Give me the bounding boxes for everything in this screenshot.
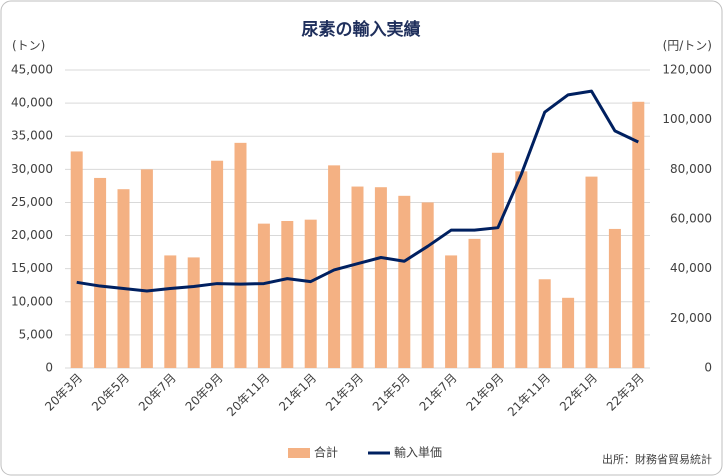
- bar: [234, 142, 247, 368]
- y2-tick-label: 80,000: [670, 162, 712, 176]
- bar: [421, 202, 434, 368]
- bar: [70, 151, 83, 368]
- bar: [351, 186, 364, 368]
- bar: [94, 177, 107, 368]
- y-tick-label: 25,000: [11, 195, 53, 209]
- y2-tick-label: 120,000: [662, 63, 712, 77]
- y-tick-label: 20,000: [11, 228, 53, 242]
- bar: [140, 169, 153, 368]
- y-tick-label: 40,000: [11, 96, 53, 110]
- y2-tick-label: 100,000: [662, 112, 712, 126]
- bar: [257, 223, 270, 368]
- bar: [281, 220, 294, 368]
- y-tick-label: 15,000: [11, 261, 53, 275]
- bar: [491, 152, 504, 368]
- y-axis-label: (トン): [12, 39, 45, 53]
- y-tick-label: 10,000: [11, 294, 53, 308]
- bar: [374, 187, 387, 368]
- bar: [468, 238, 481, 368]
- bar: [304, 219, 317, 368]
- bar: [117, 189, 130, 368]
- legend-label: 輸入単価: [394, 445, 442, 460]
- y-tick-label: 35,000: [11, 129, 53, 143]
- source-note: 出所：財務省貿易統計: [602, 452, 712, 466]
- bar: [398, 195, 411, 368]
- bar: [187, 257, 200, 368]
- y2-tick-label: 20,000: [670, 311, 712, 325]
- bar: [211, 160, 224, 368]
- y-tick-label: 30,000: [11, 162, 53, 176]
- bar: [562, 297, 575, 368]
- legend-label: 合計: [314, 445, 338, 460]
- y2-tick-label: 0: [704, 361, 712, 375]
- y-tick-label: 5,000: [19, 327, 53, 341]
- bar: [632, 101, 645, 368]
- bar: [608, 228, 621, 368]
- bar: [585, 176, 598, 368]
- bar: [515, 171, 528, 368]
- chart-title: 尿素の輸入実績: [302, 19, 421, 40]
- bar: [445, 255, 458, 368]
- y-tick-label: 45,000: [11, 63, 53, 77]
- y2-tick-label: 40,000: [670, 261, 712, 275]
- bar: [538, 279, 551, 368]
- bar: [164, 255, 177, 368]
- line: [76, 89, 639, 293]
- y2-axis-label: (円/トン): [663, 39, 712, 53]
- legend-swatch: [288, 448, 310, 458]
- bar: [328, 165, 341, 368]
- y-tick-label: 0: [45, 361, 53, 375]
- y2-tick-label: 60,000: [670, 212, 712, 226]
